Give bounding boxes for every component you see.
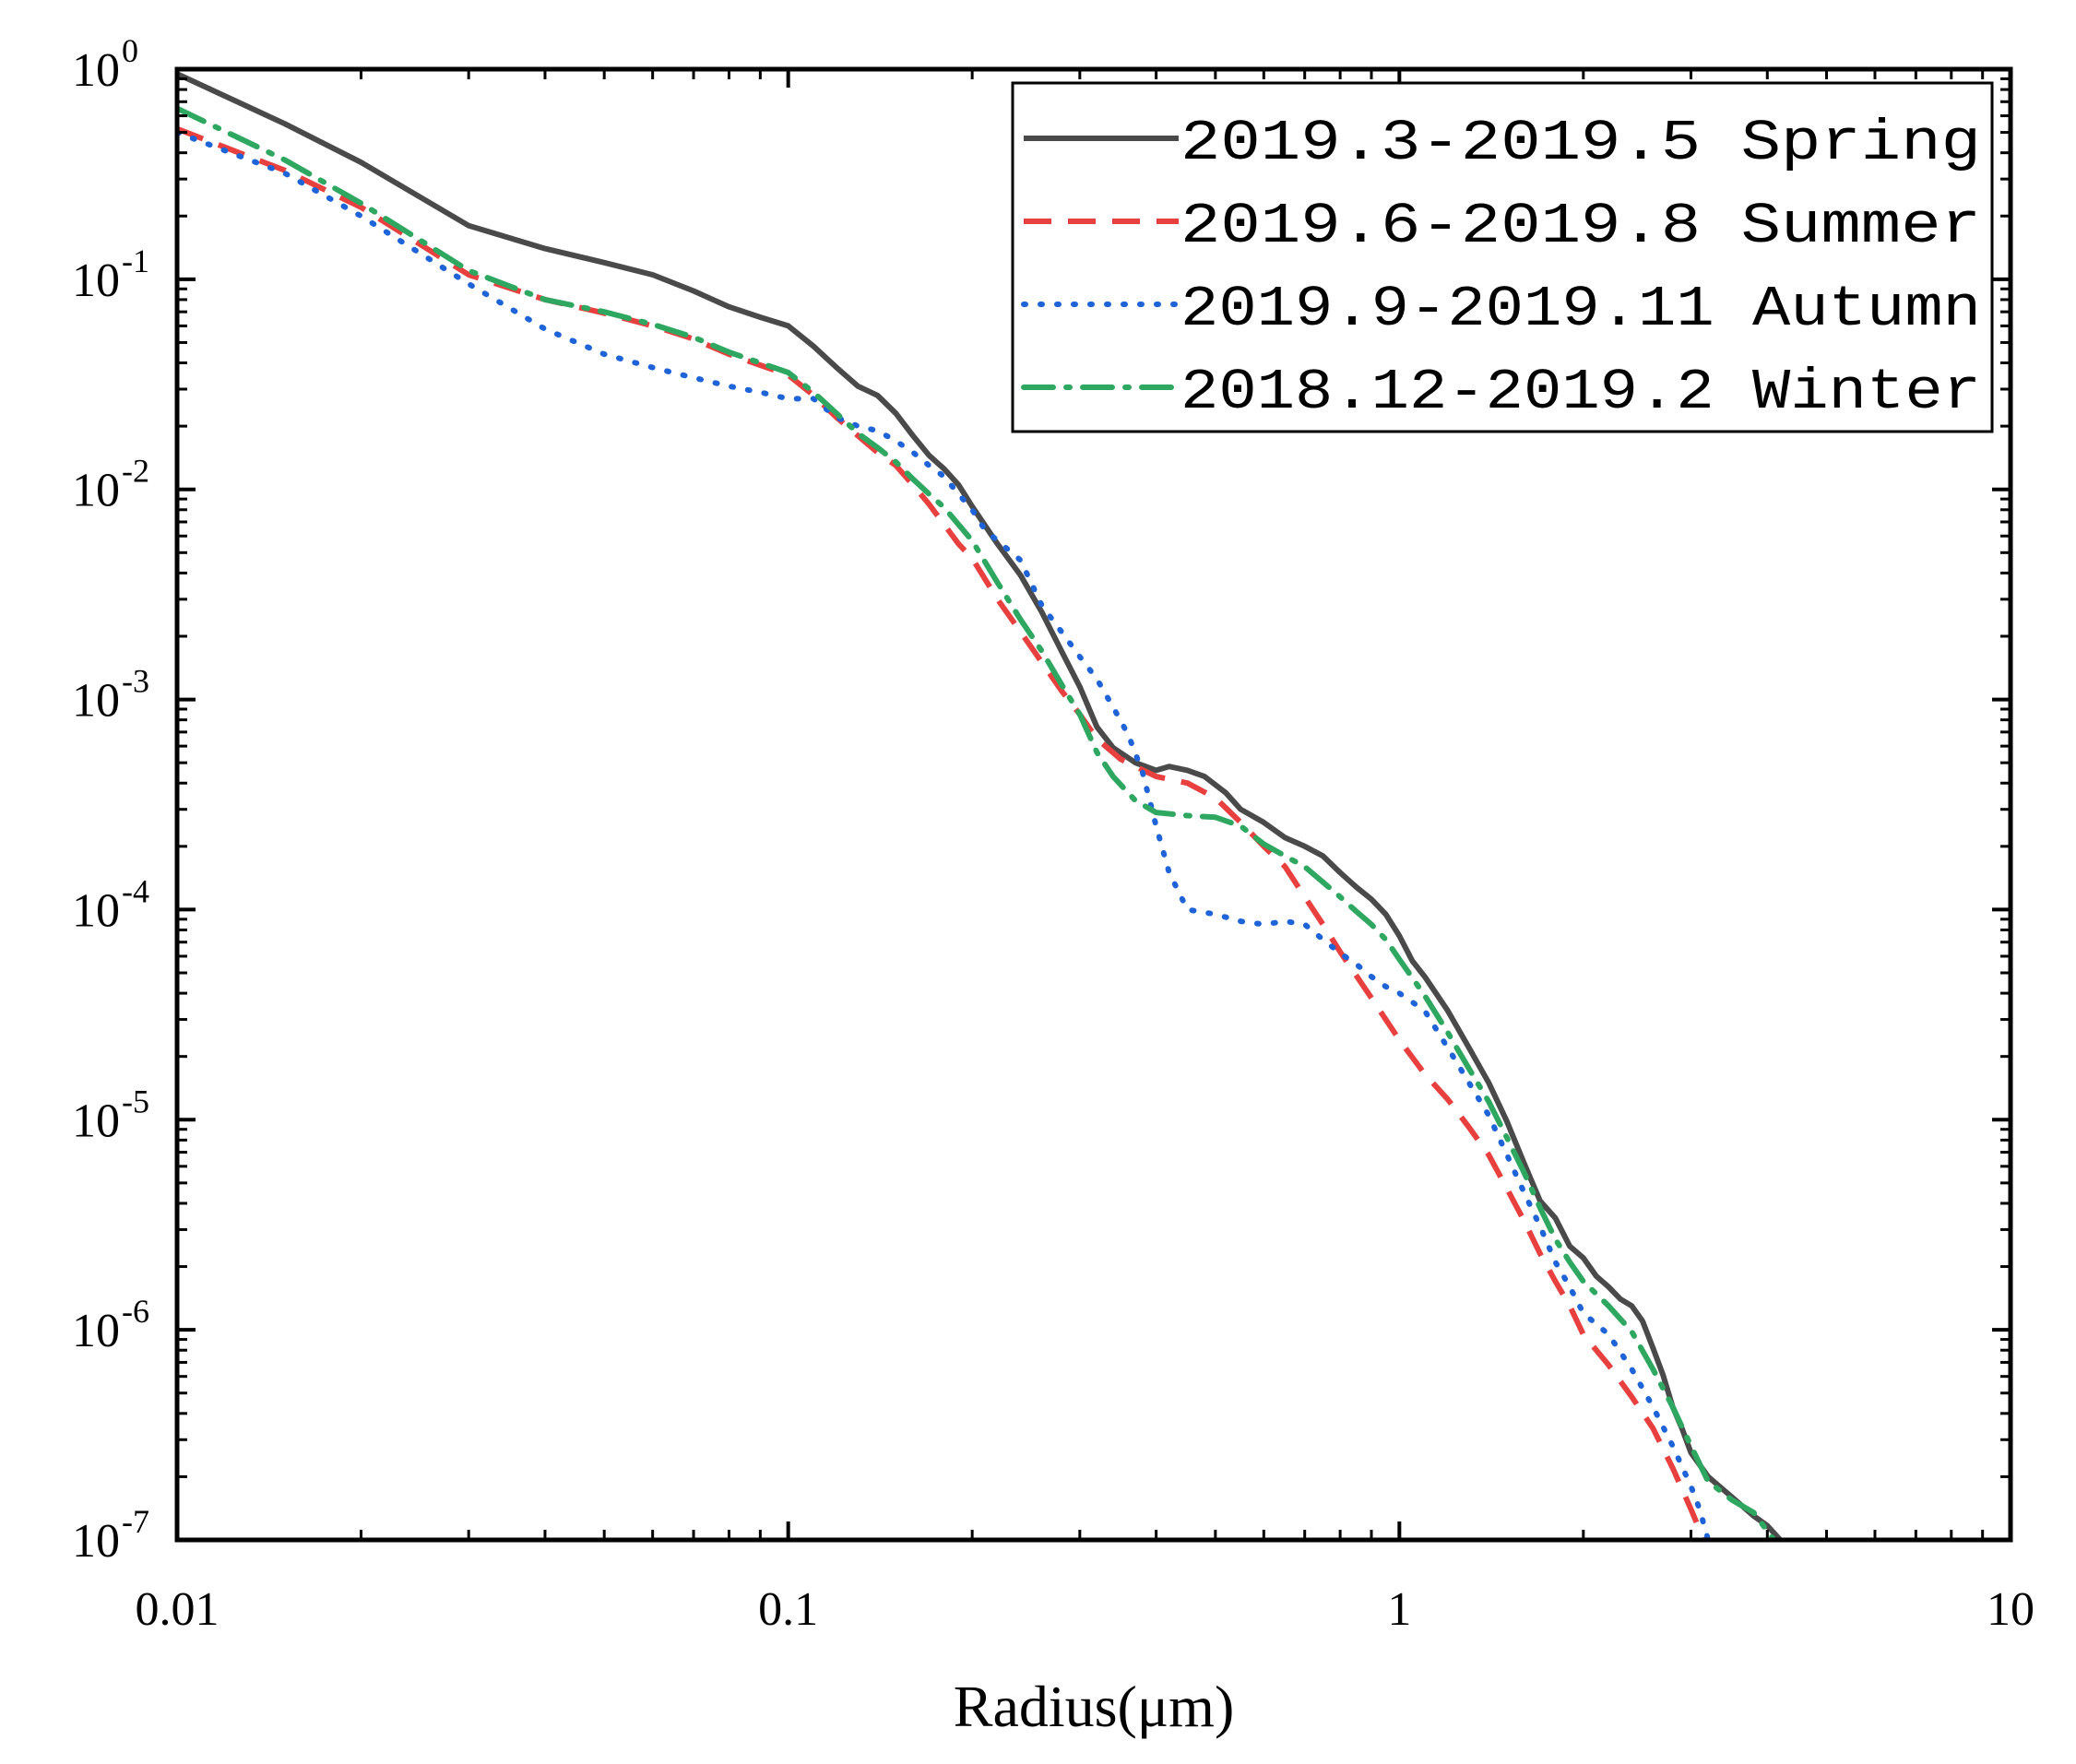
x-tick-labels: 0.01 0.1 1 10 [136, 1583, 2035, 1636]
legend: 2019.3-2019.5 Spring 2019.6-2019.8 Summer… [1011, 81, 1994, 433]
series-line-1 [177, 71, 1783, 1540]
y-tick-label: 10 [72, 1305, 120, 1357]
y-tick-base: 10 [72, 1305, 120, 1357]
y-tick-label: 10 [72, 675, 120, 728]
y-tick-label: 10 [72, 44, 120, 97]
legend-label-1: 2019.3-2019.5 Spring [1180, 111, 1981, 176]
legend-label-3: 2019.9-2019.11 Autumn [1180, 277, 1981, 342]
legend-label-2: 2019.6-2019.8 Summer [1180, 194, 1981, 259]
series-line-4 [177, 105, 1777, 1540]
y-tick-base: 10 [72, 44, 120, 97]
y-tick-exponent: -5 [122, 1083, 149, 1119]
y-tick-exponent: 0 [122, 32, 138, 69]
y-tick-label: 10 [72, 884, 120, 937]
x-tick-label: 1 [1387, 1583, 1411, 1636]
y-tick-exponent: -2 [122, 453, 149, 490]
y-tick-base: 10 [72, 1095, 120, 1147]
y-tick-label: 10 [72, 465, 120, 517]
y-tick-label: 10 [72, 255, 120, 307]
plot-frame [174, 66, 2013, 1543]
series-line-3 [177, 129, 1712, 1540]
x-axis-title: Radius(μm) [954, 1674, 1235, 1739]
y-tick-base: 10 [72, 255, 120, 307]
y-tick-base: 10 [72, 465, 120, 517]
x-tick-label: 0.01 [136, 1583, 219, 1636]
y-tick-exponent: -4 [122, 872, 149, 909]
series-layer [177, 71, 1783, 1540]
x-tick-label: 0.1 [758, 1583, 818, 1636]
y-tick-label: 10 [72, 1515, 120, 1568]
legend-label-4: 2018.12-2019.2 Winter [1180, 360, 1981, 425]
y-tick-base: 10 [72, 884, 120, 937]
y-tick-base: 10 [72, 675, 120, 728]
y-tick-exponent: -6 [122, 1293, 149, 1330]
series-line-2 [177, 125, 1707, 1540]
y-tick-base: 10 [72, 1515, 120, 1568]
y-tick-exponent: -1 [122, 243, 149, 279]
y-tick-exponent: -7 [122, 1503, 149, 1540]
y-tick-exponent: -3 [122, 663, 149, 700]
y-tick-label: 10 [72, 1095, 120, 1147]
x-tick-label: 10 [1987, 1583, 2034, 1636]
